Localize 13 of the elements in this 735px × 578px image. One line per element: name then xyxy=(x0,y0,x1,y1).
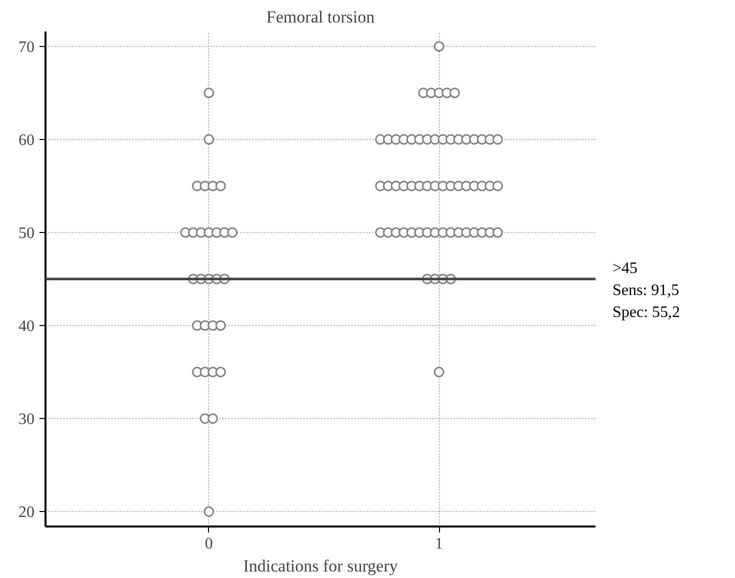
x-axis-title: Indications for surgery xyxy=(243,556,398,576)
text: Spec: 55,2 xyxy=(612,304,680,321)
text: Sens: 91,5 xyxy=(612,282,680,299)
y-tick-label: 30 xyxy=(18,411,34,428)
y-tick-label: 50 xyxy=(18,224,34,242)
ref-line-label: >45 xyxy=(612,260,638,277)
x-tick-label: 1 xyxy=(435,536,444,552)
y-tick-label: 60 xyxy=(18,132,34,149)
y-tick-label: 40 xyxy=(18,318,34,336)
y-tick-label: 70 xyxy=(18,38,34,56)
chart-title: Femoral torsion xyxy=(266,8,376,26)
y-tick-label: 20 xyxy=(18,504,34,522)
x-tick-label: 0 xyxy=(204,536,213,552)
